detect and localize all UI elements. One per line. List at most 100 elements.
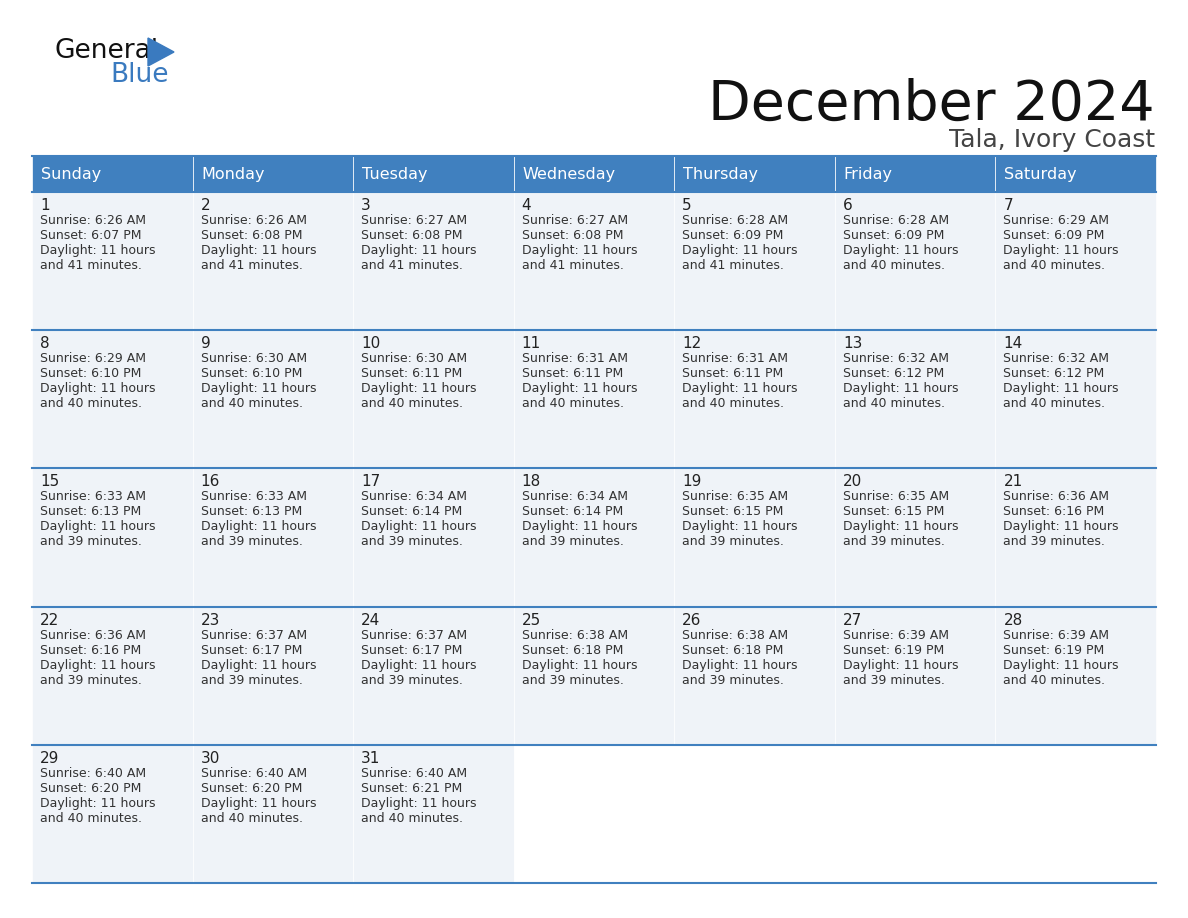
Text: and 40 minutes.: and 40 minutes. (1004, 674, 1105, 687)
Bar (675, 330, 835, 468)
Bar (192, 744, 353, 883)
Text: and 40 minutes.: and 40 minutes. (842, 259, 944, 272)
Text: Sunrise: 6:40 AM: Sunrise: 6:40 AM (201, 767, 307, 779)
Text: 26: 26 (682, 612, 702, 628)
Bar (513, 330, 675, 468)
Text: Daylight: 11 hours: Daylight: 11 hours (201, 382, 316, 396)
Bar (835, 192, 996, 330)
Text: Daylight: 11 hours: Daylight: 11 hours (522, 521, 637, 533)
Text: and 41 minutes.: and 41 minutes. (201, 259, 303, 272)
Text: 15: 15 (40, 475, 59, 489)
Text: and 41 minutes.: and 41 minutes. (40, 259, 141, 272)
Text: Sunset: 6:20 PM: Sunset: 6:20 PM (40, 782, 141, 795)
Text: 13: 13 (842, 336, 862, 352)
Text: Sunrise: 6:26 AM: Sunrise: 6:26 AM (40, 214, 146, 227)
Bar (32, 468, 192, 607)
Bar (675, 192, 835, 330)
Text: Sunrise: 6:26 AM: Sunrise: 6:26 AM (201, 214, 307, 227)
Text: and 39 minutes.: and 39 minutes. (682, 535, 784, 548)
Text: and 39 minutes.: and 39 minutes. (40, 535, 141, 548)
Text: Daylight: 11 hours: Daylight: 11 hours (361, 521, 476, 533)
Text: Sunset: 6:10 PM: Sunset: 6:10 PM (40, 367, 141, 380)
Bar (996, 192, 1156, 330)
Bar (513, 192, 675, 330)
Bar (996, 744, 1156, 883)
Text: Daylight: 11 hours: Daylight: 11 hours (842, 658, 959, 672)
Bar (192, 330, 353, 468)
Text: 23: 23 (201, 612, 220, 628)
Text: and 40 minutes.: and 40 minutes. (522, 397, 624, 410)
Text: Daylight: 11 hours: Daylight: 11 hours (1004, 521, 1119, 533)
Text: 28: 28 (1004, 612, 1023, 628)
Text: Sunrise: 6:38 AM: Sunrise: 6:38 AM (682, 629, 789, 642)
Bar (32, 192, 192, 330)
Text: Sunset: 6:12 PM: Sunset: 6:12 PM (842, 367, 944, 380)
Text: and 40 minutes.: and 40 minutes. (1004, 259, 1105, 272)
Bar (353, 607, 513, 744)
Bar (675, 607, 835, 744)
Text: and 40 minutes.: and 40 minutes. (201, 812, 303, 824)
Text: 12: 12 (682, 336, 702, 352)
Text: Sunrise: 6:31 AM: Sunrise: 6:31 AM (522, 353, 627, 365)
Text: Daylight: 11 hours: Daylight: 11 hours (842, 521, 959, 533)
Bar (32, 607, 192, 744)
Text: Sunset: 6:14 PM: Sunset: 6:14 PM (522, 506, 623, 519)
Text: Sunset: 6:18 PM: Sunset: 6:18 PM (682, 644, 784, 656)
Bar (835, 468, 996, 607)
Text: 10: 10 (361, 336, 380, 352)
Text: Sunrise: 6:34 AM: Sunrise: 6:34 AM (522, 490, 627, 503)
Text: Sunrise: 6:33 AM: Sunrise: 6:33 AM (201, 490, 307, 503)
Text: Daylight: 11 hours: Daylight: 11 hours (842, 244, 959, 257)
Bar (835, 607, 996, 744)
Text: and 40 minutes.: and 40 minutes. (842, 397, 944, 410)
Text: Daylight: 11 hours: Daylight: 11 hours (40, 658, 156, 672)
Text: Sunrise: 6:29 AM: Sunrise: 6:29 AM (40, 353, 146, 365)
Text: and 40 minutes.: and 40 minutes. (1004, 397, 1105, 410)
Text: 17: 17 (361, 475, 380, 489)
Text: and 40 minutes.: and 40 minutes. (201, 397, 303, 410)
Text: 24: 24 (361, 612, 380, 628)
Text: and 39 minutes.: and 39 minutes. (682, 674, 784, 687)
Text: Sunset: 6:12 PM: Sunset: 6:12 PM (1004, 367, 1105, 380)
Text: Sunset: 6:18 PM: Sunset: 6:18 PM (522, 644, 623, 656)
Text: and 40 minutes.: and 40 minutes. (361, 397, 463, 410)
Text: Daylight: 11 hours: Daylight: 11 hours (40, 797, 156, 810)
Text: Sunset: 6:17 PM: Sunset: 6:17 PM (361, 644, 462, 656)
Text: and 39 minutes.: and 39 minutes. (40, 674, 141, 687)
Text: and 39 minutes.: and 39 minutes. (522, 535, 624, 548)
Text: Daylight: 11 hours: Daylight: 11 hours (361, 658, 476, 672)
Text: Tala, Ivory Coast: Tala, Ivory Coast (949, 128, 1155, 152)
Text: 19: 19 (682, 475, 702, 489)
Text: and 40 minutes.: and 40 minutes. (40, 397, 143, 410)
Bar (353, 744, 513, 883)
Text: 5: 5 (682, 198, 691, 213)
Text: Sunset: 6:13 PM: Sunset: 6:13 PM (201, 506, 302, 519)
Bar (835, 744, 996, 883)
Text: Daylight: 11 hours: Daylight: 11 hours (40, 382, 156, 396)
Bar (353, 192, 513, 330)
Text: 8: 8 (40, 336, 50, 352)
Text: 16: 16 (201, 475, 220, 489)
Text: Sunrise: 6:35 AM: Sunrise: 6:35 AM (682, 490, 789, 503)
Text: Sunrise: 6:32 AM: Sunrise: 6:32 AM (1004, 353, 1110, 365)
Text: 11: 11 (522, 336, 541, 352)
Text: Friday: Friday (843, 166, 893, 182)
Text: and 40 minutes.: and 40 minutes. (682, 397, 784, 410)
Text: Daylight: 11 hours: Daylight: 11 hours (361, 244, 476, 257)
Text: Wednesday: Wednesday (523, 166, 615, 182)
Bar (835, 156, 996, 192)
Text: 29: 29 (40, 751, 59, 766)
Text: Daylight: 11 hours: Daylight: 11 hours (1004, 382, 1119, 396)
Text: Tuesday: Tuesday (362, 166, 428, 182)
Text: Sunrise: 6:36 AM: Sunrise: 6:36 AM (40, 629, 146, 642)
Text: Blue: Blue (110, 62, 169, 88)
Polygon shape (148, 38, 173, 66)
Text: Sunset: 6:16 PM: Sunset: 6:16 PM (40, 644, 141, 656)
Text: and 41 minutes.: and 41 minutes. (522, 259, 624, 272)
Text: Sunrise: 6:34 AM: Sunrise: 6:34 AM (361, 490, 467, 503)
Text: 22: 22 (40, 612, 59, 628)
Text: Sunrise: 6:38 AM: Sunrise: 6:38 AM (522, 629, 627, 642)
Text: Sunset: 6:09 PM: Sunset: 6:09 PM (682, 229, 784, 242)
Text: Sunset: 6:15 PM: Sunset: 6:15 PM (682, 506, 784, 519)
Text: Sunrise: 6:29 AM: Sunrise: 6:29 AM (1004, 214, 1110, 227)
